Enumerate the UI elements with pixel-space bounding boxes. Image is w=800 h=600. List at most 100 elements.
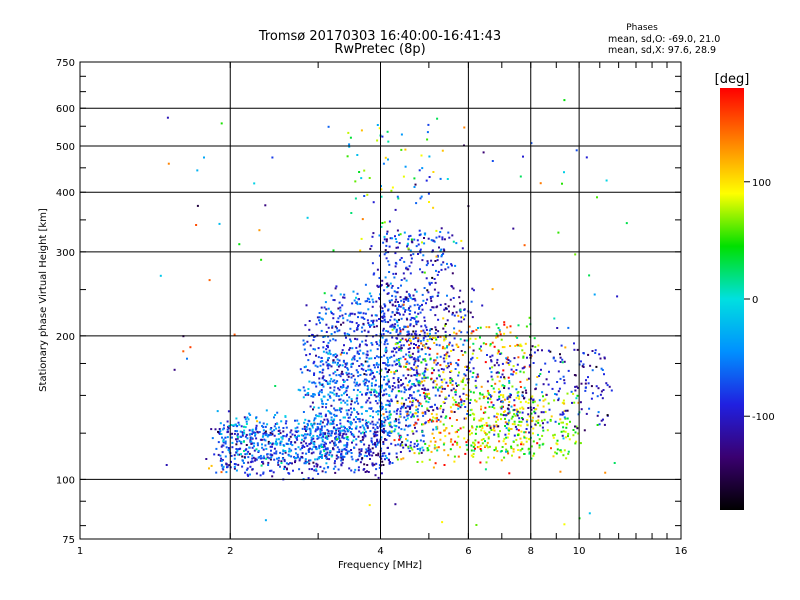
data-point <box>477 327 479 329</box>
data-point <box>248 446 251 449</box>
data-point <box>416 415 419 418</box>
data-point <box>585 156 588 159</box>
data-point <box>368 454 371 457</box>
data-point <box>402 344 405 347</box>
data-point <box>224 455 227 458</box>
x-tick-label: 2 <box>227 546 233 557</box>
data-point <box>358 383 361 386</box>
data-point <box>435 306 438 309</box>
data-point <box>505 357 508 360</box>
data-point <box>398 363 401 366</box>
data-point <box>511 373 514 376</box>
data-point <box>410 367 413 370</box>
data-point <box>375 319 378 322</box>
data-point <box>330 312 333 315</box>
data-point <box>424 421 427 424</box>
data-point <box>419 382 422 385</box>
data-point <box>339 293 342 296</box>
data-point <box>516 343 519 346</box>
data-point <box>472 371 475 374</box>
data-point <box>368 450 371 453</box>
data-point <box>435 255 438 258</box>
data-point <box>383 389 386 392</box>
data-point <box>316 316 319 319</box>
data-point <box>423 237 425 239</box>
data-point <box>516 336 519 339</box>
data-point <box>350 403 353 406</box>
data-point <box>273 458 276 461</box>
data-point <box>387 378 390 381</box>
data-point <box>318 390 321 393</box>
data-point <box>385 363 388 366</box>
data-point <box>208 467 210 470</box>
data-point <box>361 424 364 427</box>
data-point <box>605 382 608 385</box>
data-point <box>309 459 312 462</box>
data-point <box>374 314 377 317</box>
data-point <box>516 408 519 411</box>
data-point <box>220 433 223 435</box>
data-point <box>326 432 329 435</box>
data-point <box>429 347 432 350</box>
data-point <box>345 449 348 452</box>
data-point <box>350 400 353 403</box>
colorbar-tick-label: 100 <box>752 178 771 189</box>
data-point <box>346 399 349 402</box>
data-point <box>466 339 468 342</box>
data-point <box>402 175 405 178</box>
data-point <box>362 431 364 434</box>
data-point <box>407 347 410 350</box>
data-point <box>366 385 369 387</box>
data-point <box>414 337 417 339</box>
data-point <box>358 451 361 454</box>
data-point <box>500 418 502 421</box>
data-point <box>514 335 517 338</box>
data-point <box>435 343 438 346</box>
data-point <box>381 406 384 408</box>
data-point <box>417 338 420 341</box>
data-point <box>326 448 329 451</box>
y-tick-label: 300 <box>56 248 75 259</box>
data-point <box>315 323 318 326</box>
data-point <box>406 384 409 387</box>
data-point <box>477 441 480 444</box>
data-point <box>490 429 493 431</box>
data-point <box>284 451 287 454</box>
data-point <box>479 392 481 395</box>
data-point <box>422 254 425 257</box>
data-point <box>538 375 541 377</box>
data-point <box>315 469 318 472</box>
data-point <box>372 301 375 304</box>
data-point <box>390 315 393 318</box>
data-point <box>490 375 493 378</box>
data-point <box>515 412 518 415</box>
data-point <box>230 454 233 457</box>
data-point <box>431 367 434 370</box>
data-point <box>375 341 378 344</box>
data-point <box>266 456 269 459</box>
data-point <box>541 434 544 437</box>
data-point <box>360 448 363 451</box>
data-point <box>388 422 391 425</box>
data-point <box>457 402 460 405</box>
data-point <box>365 423 368 426</box>
data-point <box>322 448 325 451</box>
data-point <box>338 398 341 401</box>
data-point <box>275 452 278 455</box>
data-point <box>397 287 400 289</box>
data-point <box>403 365 405 368</box>
data-point <box>413 361 416 364</box>
data-point <box>328 351 331 354</box>
data-point <box>366 319 369 322</box>
data-point <box>397 443 400 446</box>
data-point <box>348 426 351 429</box>
data-point <box>542 383 545 386</box>
data-point <box>408 295 411 298</box>
data-point <box>348 467 351 470</box>
data-point <box>471 412 474 415</box>
data-point <box>369 458 371 460</box>
data-point <box>598 353 601 356</box>
data-point <box>276 411 279 414</box>
data-point <box>502 396 505 399</box>
data-point <box>362 312 365 315</box>
